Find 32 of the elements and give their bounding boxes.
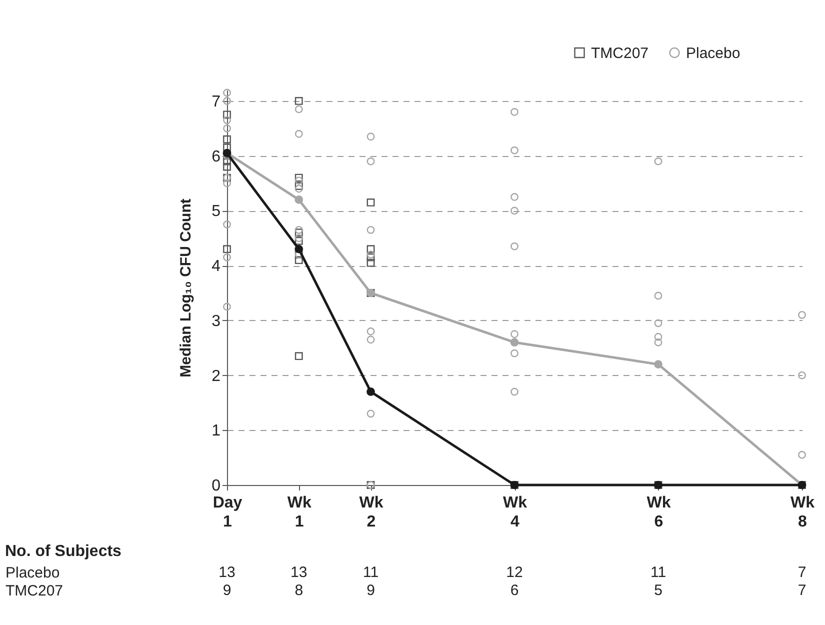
- legend-label: TMC207: [591, 44, 649, 62]
- x-tick-label: Day 1: [212, 494, 242, 530]
- legend-label: Placebo: [686, 44, 740, 62]
- text: 11: [650, 564, 666, 581]
- text: 11: [362, 564, 379, 581]
- text: 7: [798, 582, 806, 599]
- text: 13: [290, 564, 308, 581]
- x-tick-label: Wk 4: [503, 494, 528, 530]
- text: 6: [510, 582, 519, 599]
- y-tick-label: 1: [212, 422, 221, 440]
- text: 12: [506, 564, 523, 581]
- x-tick-label: Wk 6: [646, 494, 671, 530]
- text: Placebo: [6, 564, 60, 582]
- text: 9: [222, 582, 232, 599]
- text: 5: [654, 582, 662, 599]
- y-tick-label: 4: [212, 258, 221, 276]
- text: TMC207: [6, 582, 64, 600]
- text: 8: [294, 582, 304, 599]
- y-tick-label: 6: [212, 148, 221, 166]
- y-axis-title: Median Log₁₀ CFU Count: [178, 198, 195, 378]
- text: 13: [218, 564, 236, 581]
- y-tick-label: 3: [212, 312, 221, 330]
- y-tick-label: 0: [212, 478, 221, 494]
- text: 7: [798, 564, 806, 581]
- y-tick-label: 7: [212, 93, 221, 110]
- x-tick-label: Wk 2: [359, 494, 384, 530]
- text: No. of Subjects: [5, 543, 122, 560]
- y-tick-label: 5: [212, 203, 221, 220]
- y-tick-label: 2: [212, 368, 221, 385]
- x-tick-label: Wk 1: [287, 494, 312, 530]
- x-tick-label: Wk 8: [790, 494, 815, 530]
- text: 9: [366, 582, 375, 599]
